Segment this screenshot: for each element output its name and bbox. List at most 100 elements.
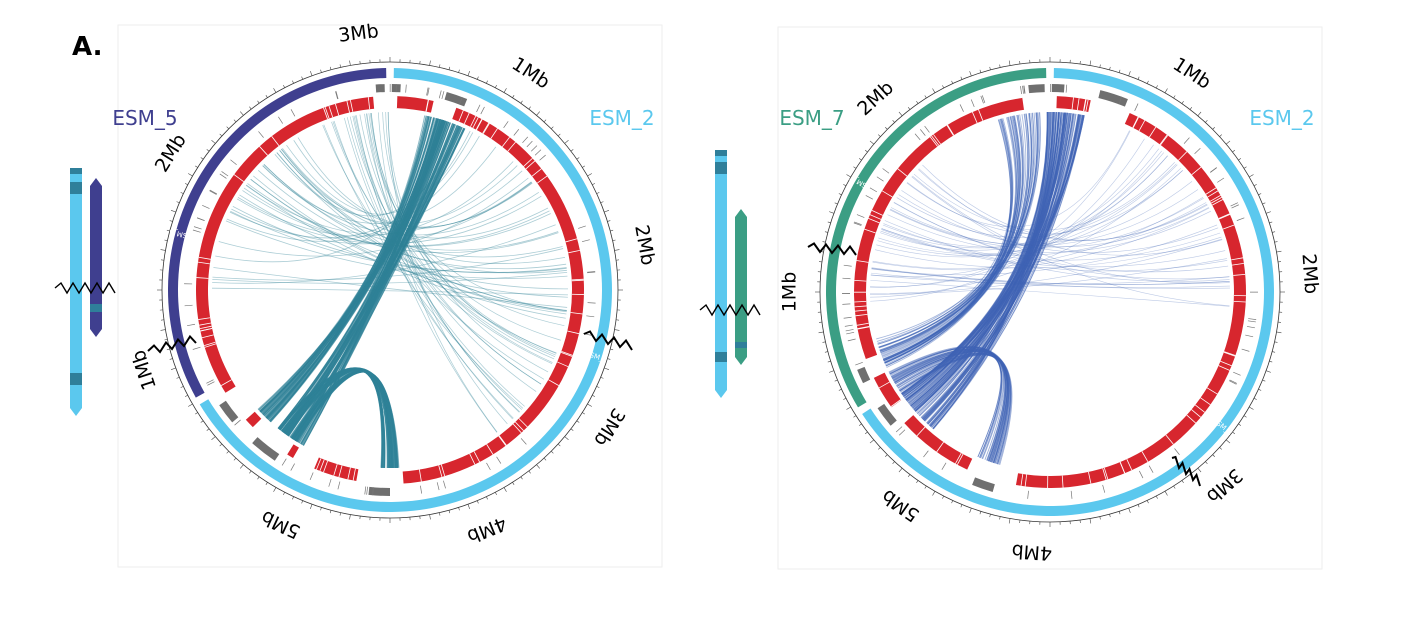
red-track-gap xyxy=(1022,97,1025,110)
synteny-link xyxy=(262,165,559,251)
gray-feature-tick xyxy=(530,145,538,152)
gray-feature-tick xyxy=(207,381,215,386)
red-track-gap xyxy=(299,450,306,462)
tick-mark xyxy=(310,504,313,510)
red-track-gap xyxy=(201,334,214,339)
red-track-gap xyxy=(498,435,507,446)
red-track-gap xyxy=(1103,467,1109,480)
synteny-link xyxy=(323,124,524,409)
gray-feature-block xyxy=(219,400,239,423)
red-track-gap xyxy=(1024,474,1028,487)
tick-mark xyxy=(869,439,875,444)
tick-mark xyxy=(1266,370,1271,373)
gray-feature-tick xyxy=(427,87,430,96)
tick-mark xyxy=(226,126,229,129)
esm2-ideogram-left-band xyxy=(70,182,82,194)
synteny-link xyxy=(927,112,1049,425)
tick-mark xyxy=(596,386,600,388)
red-track-gap xyxy=(198,317,211,320)
synteny-link xyxy=(884,118,1014,363)
tick-mark xyxy=(824,231,828,233)
synteny-link xyxy=(274,127,463,217)
tick-mark xyxy=(1258,193,1262,196)
gray-feature-tick xyxy=(1102,484,1106,493)
tick-mark xyxy=(249,470,252,474)
tick-mark xyxy=(180,386,184,388)
tick-mark xyxy=(576,157,580,160)
synteny-link xyxy=(884,112,1039,364)
red-track-gap xyxy=(1218,214,1231,220)
synteny-link xyxy=(870,144,1154,288)
tick-mark xyxy=(1197,111,1202,117)
synteny-link xyxy=(349,116,555,360)
synteny-link xyxy=(878,112,1035,349)
gray-feature-tick xyxy=(520,438,527,445)
tick-mark xyxy=(551,126,554,129)
synteny-link xyxy=(878,112,1038,348)
synteny-link xyxy=(364,113,542,385)
synteny-link xyxy=(387,112,556,357)
tick-mark xyxy=(892,120,895,123)
synteny-link xyxy=(884,115,1022,364)
red-track-gap xyxy=(347,467,351,480)
gray-feature-tick xyxy=(335,91,338,100)
gray-feature-block xyxy=(375,84,385,93)
red-track-gap xyxy=(1102,468,1107,480)
red-track-segment xyxy=(245,411,262,428)
red-track-gap xyxy=(1218,365,1230,371)
tick-mark xyxy=(604,210,610,213)
tick-mark xyxy=(838,388,842,391)
gray-feature-tick xyxy=(278,116,283,124)
synteny-link xyxy=(282,147,532,229)
tick-mark xyxy=(1269,360,1273,363)
red-track-gap xyxy=(333,464,338,476)
red-track-gap xyxy=(319,459,325,472)
tick-mark xyxy=(864,149,868,153)
tick-mark xyxy=(1181,100,1184,104)
tick-mark xyxy=(257,100,260,104)
red-track-gap xyxy=(548,379,560,386)
red-track-gap xyxy=(359,469,363,482)
gray-feature-tick xyxy=(1023,85,1026,94)
red-track-gap xyxy=(1132,116,1139,128)
synteny-link xyxy=(885,114,1024,367)
tick-mark xyxy=(1099,64,1101,68)
tick-mark xyxy=(448,510,451,514)
synteny-link xyxy=(872,196,1204,270)
tick-mark xyxy=(349,514,351,520)
tick-mark xyxy=(283,492,285,496)
red-track-gap xyxy=(868,218,880,224)
red-track-gap xyxy=(512,423,522,434)
synteny-link xyxy=(884,220,1230,282)
red-track-gap xyxy=(1061,475,1064,488)
esm2-ideogram-right xyxy=(715,150,727,390)
tick-mark xyxy=(834,379,838,382)
red-track-gap xyxy=(1231,262,1244,266)
red-track-segment xyxy=(1056,96,1091,113)
synteny-link xyxy=(878,114,1027,348)
synteny-link xyxy=(322,125,545,380)
tick-mark xyxy=(824,351,828,353)
tick-mark xyxy=(219,443,223,447)
red-track-gap xyxy=(856,260,869,263)
red-track-gap xyxy=(370,471,373,484)
tick-mark xyxy=(520,476,523,480)
tick-mark xyxy=(822,241,826,243)
synteny-link xyxy=(895,351,1008,462)
tick-mark xyxy=(1118,69,1121,73)
red-track-gap xyxy=(1160,135,1169,146)
synteny-link xyxy=(889,198,1204,249)
gray-feature-tick xyxy=(856,214,865,218)
gray-feature-tick xyxy=(187,323,196,327)
synteny-link xyxy=(257,170,567,270)
synteny-link xyxy=(898,194,1210,247)
tick-mark xyxy=(878,447,881,450)
tick-mark xyxy=(439,64,441,68)
tick-mark xyxy=(829,211,834,214)
synteny-link xyxy=(877,170,1183,257)
tick-mark xyxy=(1212,454,1215,457)
red-track-gap xyxy=(1191,409,1201,418)
red-track-gap xyxy=(878,381,890,389)
synteny-link xyxy=(905,114,1081,401)
tick-mark xyxy=(292,496,294,500)
